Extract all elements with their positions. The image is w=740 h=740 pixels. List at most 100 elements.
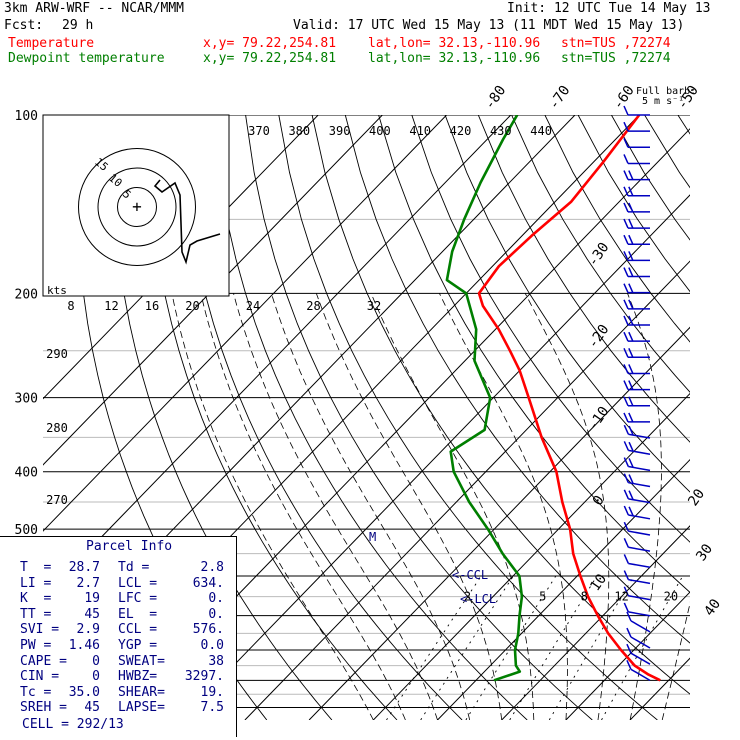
parcel-row-8-col-2: SHEAR= [118, 684, 165, 700]
wind-barb-8 [623, 234, 650, 245]
hodograph-ring-10 [97, 167, 177, 247]
isotherm-label-10: 10 [587, 571, 610, 594]
wind-barb-staff-35 [630, 668, 651, 681]
lcl-marker: <-LCL [460, 592, 496, 606]
wind-barb-34 [626, 643, 651, 665]
wind-barb-flag-32-0 [626, 611, 632, 622]
wind-barb-23 [623, 473, 651, 488]
wind-barb-flag-12-0 [623, 299, 629, 310]
moist-adiabat-25 [524, 293, 610, 720]
parcel-cell: CELL = 292/13 [22, 717, 124, 732]
theta-label-390: 390 [329, 124, 351, 138]
wind-barb-flag-19-1 [628, 412, 634, 423]
wind-barb-flag-2-0 [623, 138, 629, 148]
wind-barb-33 [626, 627, 651, 649]
wind-barb-flag-6-1 [628, 202, 634, 213]
parcel-row-7-col-3: 3297. [184, 669, 224, 685]
parcel-row-7-col-0: CIN = [20, 669, 60, 685]
dry-adiabat-80 [444, 115, 690, 493]
wind-barb-staff-32 [630, 620, 651, 633]
parcel-row-6-col-0: CAPE = [20, 653, 67, 669]
wind-barb-staff-31 [628, 611, 651, 617]
wind-barb-staff-34 [630, 652, 651, 665]
parcel-row-6-col-1: 0 [92, 653, 100, 669]
parcel-row-3-col-1: 45 [84, 606, 100, 622]
theta-e-label-290: 290 [46, 347, 68, 361]
full-barb-units: 5 m s⁻¹ [642, 96, 685, 107]
isotherm-label-40: 40 [701, 596, 724, 619]
isotherm-label-30: 30 [693, 541, 716, 564]
dry-adiabat-0 [178, 115, 463, 720]
wind-barb-staff-23 [628, 481, 651, 488]
wind-barb-flag-19-0 [623, 412, 629, 423]
mixing-ratio-12 [548, 575, 635, 720]
wind-barb-32 [626, 611, 651, 633]
parcel-row-0-col-0: T = [20, 560, 52, 575]
wind-barb-flag-10-1 [628, 267, 634, 277]
legend-temperature-xy: x,y= 79.22,254.81 [203, 36, 337, 51]
isotherm-label--80: -80 [482, 83, 510, 113]
wind-barb-flag-0-0 [623, 105, 629, 116]
mixing-ratio-2 [386, 575, 482, 720]
upper-mixing-label-8: 8 [67, 299, 74, 313]
wind-barb-flag-6-0 [623, 202, 629, 213]
parcel-row-7-col-1: 0 [92, 669, 100, 685]
parcel-row-1-col-1: 2.7 [76, 575, 100, 591]
legend-dewpoint-latlon: lat,lon= 32.13,-110.96 [368, 51, 541, 66]
wind-barb-flag-1-0 [623, 121, 629, 132]
wind-barb-21 [623, 441, 651, 455]
dry-adiabat-100 [511, 115, 690, 393]
wind-barb-3 [623, 154, 650, 165]
wind-barb-flag-5-0 [623, 186, 629, 197]
pressure-label-400: 400 [15, 466, 38, 481]
wind-barb-staff-21 [628, 449, 651, 455]
parcel-info-panel: Parcel Info T = 28.7 Td = 2.8 LI = 2.7 LCL = 63… [0, 536, 237, 737]
fcst-label: Fcst: [4, 18, 44, 33]
model-title: 3km ARW-WRF -- NCAR/MMM [4, 1, 185, 16]
wind-barb-16 [623, 364, 650, 375]
wind-barb-35 [626, 660, 651, 681]
hodograph-kts-label: kts [47, 284, 67, 297]
theta-label-400: 400 [369, 124, 391, 138]
wind-barb-staff-33 [630, 636, 651, 649]
theta-e-label-270: 270 [46, 493, 68, 507]
isotherm-label-0: 0 [590, 493, 608, 509]
moist-adiabat--10 [171, 293, 374, 720]
parcel-row-9-col-3: 7.5 [200, 700, 224, 716]
upper-mixing-label-32: 32 [367, 299, 381, 313]
wind-barb-flag-23-1 [628, 474, 634, 484]
wind-barb-staff-29 [628, 578, 651, 585]
pressure-label-500: 500 [15, 523, 38, 538]
mixing-ratio-8 [509, 575, 598, 720]
theta-label-430: 430 [490, 124, 512, 138]
parcel-row-9-col-0: SREH = [20, 700, 67, 716]
mixing-ratio-label-5: 5 [539, 590, 546, 604]
parcel-row-4-col-0: SVI = [20, 622, 60, 638]
wind-barb-2 [623, 138, 650, 149]
mixing-ratio-label-2: 2 [464, 590, 471, 604]
wind-barb-staff-26 [628, 530, 651, 536]
wind-barb-flag-26-0 [623, 521, 630, 532]
wind-barb-11 [623, 283, 650, 294]
wind-barb-flag-11-1 [628, 283, 634, 293]
theta-label-440: 440 [530, 124, 552, 138]
parcel-row-6-col-3: 38 [208, 653, 224, 669]
wind-barb-flag-4-1 [628, 170, 634, 180]
wind-barb-flag-22-1 [628, 458, 634, 468]
dry-adiabat-40 [311, 115, 690, 695]
moist-adiabat-5 [270, 293, 470, 720]
moist-adiabat-10 [315, 293, 503, 720]
theta-label-420: 420 [450, 124, 472, 138]
wind-barb-flag-34-0 [626, 643, 632, 654]
mixing-ratio-label-8: 8 [581, 590, 588, 604]
wind-barb-20 [623, 424, 651, 439]
legend-temperature-stn: stn=TUS ,72274 [561, 36, 671, 51]
wind-barb-flag-8-0 [623, 234, 629, 245]
parcel-row-5-col-3: 0.0 [200, 638, 224, 653]
wind-barb-flag-16-1 [628, 364, 634, 374]
wind-barb-flag-10-0 [623, 267, 629, 277]
mixing-ratio-label-20: 20 [664, 590, 678, 604]
parcel-row-0-col-3: 2.8 [200, 560, 224, 575]
parcel-row-8-col-0: Tc = [20, 684, 52, 700]
